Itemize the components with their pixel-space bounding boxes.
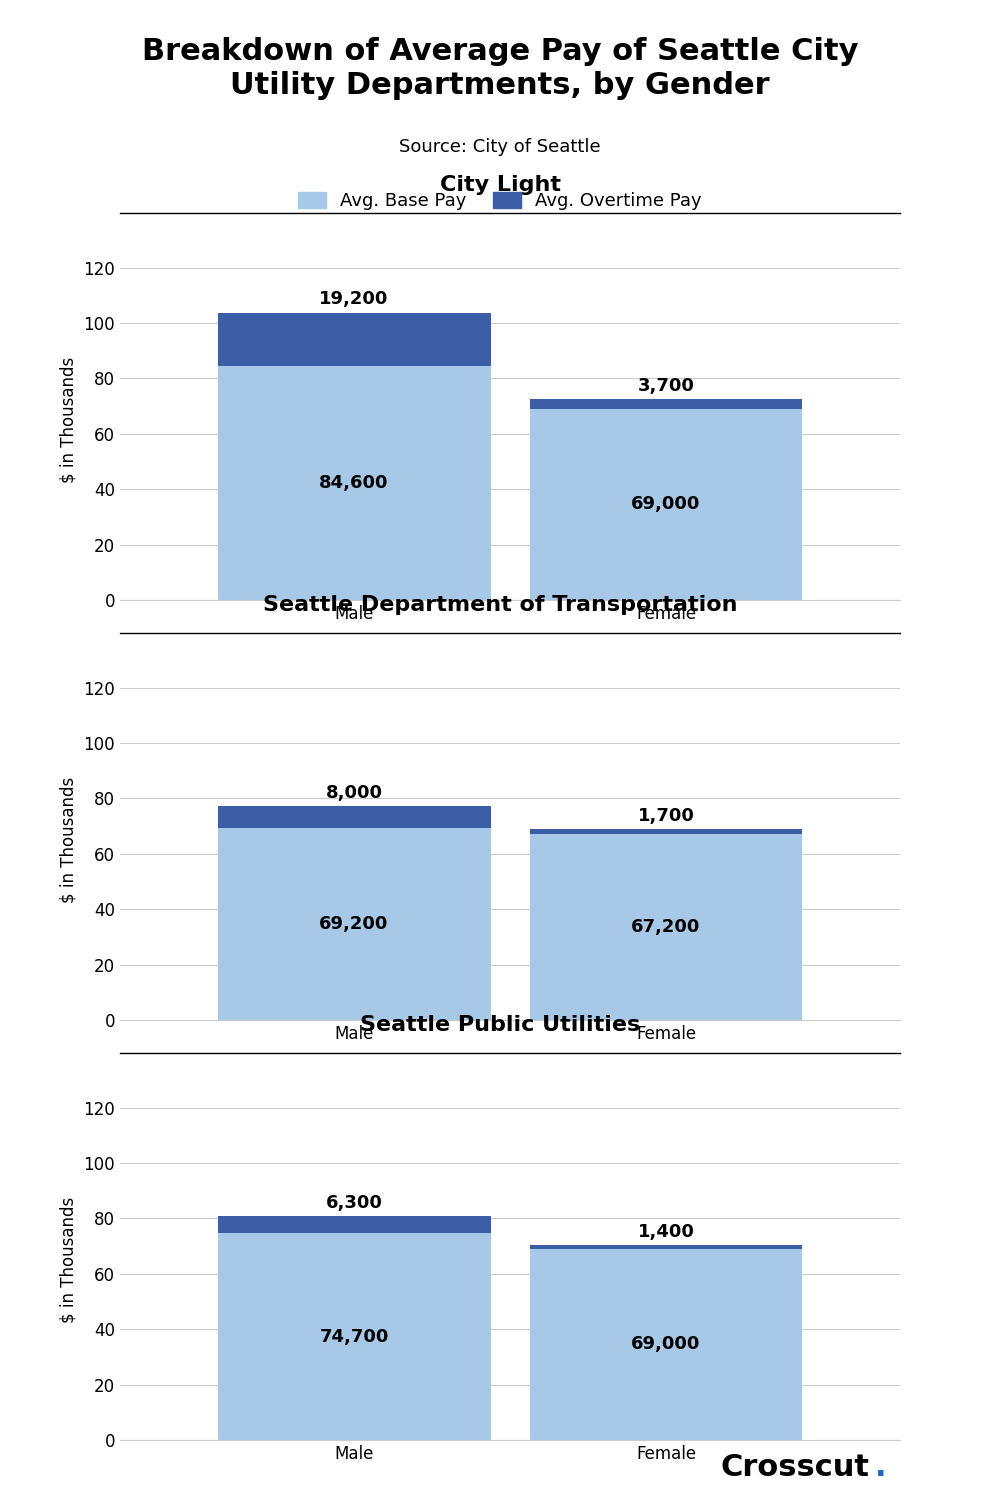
Bar — [530, 830, 802, 834]
Text: 69,000: 69,000 — [631, 495, 701, 513]
Text: 74,700: 74,700 — [319, 1328, 389, 1346]
Text: 8,000: 8,000 — [326, 784, 382, 802]
Text: 84,600: 84,600 — [319, 474, 389, 492]
Text: .: . — [875, 1454, 887, 1482]
Y-axis label: $ in Thousands: $ in Thousands — [60, 1197, 78, 1323]
Text: 6,300: 6,300 — [326, 1194, 382, 1212]
Text: 1,700: 1,700 — [638, 807, 694, 825]
Bar — [530, 399, 802, 410]
Y-axis label: $ in Thousands: $ in Thousands — [60, 357, 78, 483]
Bar — [218, 1215, 490, 1233]
Legend: Avg. Base Pay, Avg. Overtime Pay: Avg. Base Pay, Avg. Overtime Pay — [298, 192, 702, 210]
Text: Source: City of Seattle: Source: City of Seattle — [399, 138, 601, 156]
Text: Crosscut: Crosscut — [721, 1454, 870, 1482]
Text: 67,200: 67,200 — [631, 918, 701, 936]
Text: Seattle Public Utilities: Seattle Public Utilities — [360, 1016, 640, 1035]
Bar — [218, 366, 490, 600]
Text: Breakdown of Average Pay of Seattle City
Utility Departments, by Gender: Breakdown of Average Pay of Seattle City… — [142, 38, 858, 100]
Text: Seattle Department of Transportation: Seattle Department of Transportation — [263, 596, 737, 615]
Text: 1,400: 1,400 — [638, 1222, 694, 1240]
Text: 69,000: 69,000 — [631, 1335, 701, 1353]
Bar — [218, 312, 490, 366]
Bar — [530, 834, 802, 1020]
Bar — [530, 1245, 802, 1250]
Y-axis label: $ in Thousands: $ in Thousands — [60, 777, 78, 903]
Bar — [218, 828, 490, 1020]
Text: 3,700: 3,700 — [638, 376, 694, 394]
Text: City Light: City Light — [440, 176, 560, 195]
Text: 19,200: 19,200 — [319, 291, 389, 309]
Bar — [218, 806, 490, 828]
Bar — [218, 1233, 490, 1440]
Text: 69,200: 69,200 — [319, 915, 389, 933]
Bar — [530, 410, 802, 600]
Bar — [530, 1250, 802, 1440]
